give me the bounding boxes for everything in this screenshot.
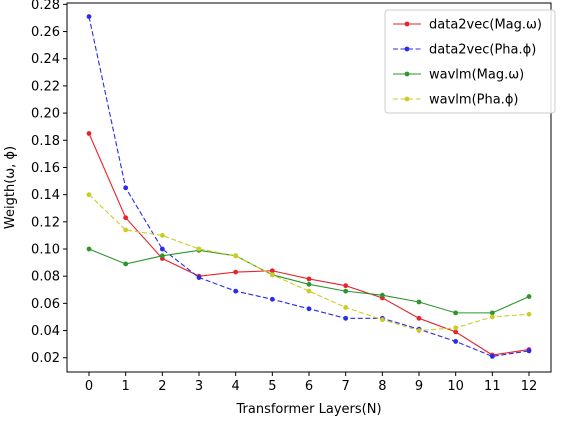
data-point [233, 269, 239, 275]
data-point [123, 261, 129, 267]
x-tick-label: 1 [122, 379, 130, 394]
y-tick-label: 0.02 [31, 351, 60, 366]
data-point [379, 292, 385, 298]
legend-swatch-marker [404, 71, 410, 77]
series-0 [86, 131, 532, 358]
data-point [86, 131, 92, 136]
data-point [343, 305, 349, 310]
legend-swatch-marker [404, 46, 410, 52]
data-point [123, 227, 129, 233]
data-point [123, 215, 129, 221]
legend-label: data2vec(Pha.ϕ) [429, 43, 536, 58]
data-point [123, 185, 129, 191]
data-point [233, 288, 239, 294]
data-point [416, 315, 422, 321]
x-tick-label: 3 [195, 379, 203, 394]
data-point [269, 268, 275, 274]
data-point [489, 310, 495, 316]
x-tick-label: 9 [415, 379, 423, 394]
y-tick-label: 0.28 [31, 0, 60, 13]
x-tick-label: 4 [232, 379, 240, 394]
data-point [86, 192, 92, 198]
legend-swatch-marker [404, 21, 410, 27]
data-point [196, 246, 202, 252]
y-tick-label: 0.14 [31, 188, 60, 203]
data-point [489, 314, 495, 320]
data-point [343, 288, 349, 294]
series-layer [86, 14, 532, 359]
data-point [233, 253, 239, 259]
x-tick-label: 11 [484, 379, 501, 394]
data-point [343, 315, 349, 321]
data-point [379, 317, 385, 323]
data-point [196, 275, 202, 280]
legend: data2vec(Mag.ω) data2vec(Pha.ϕ) wavlm(Mag.… [384, 9, 556, 114]
data-point [306, 288, 312, 294]
legend-box [384, 9, 556, 114]
legend-swatch-marker [404, 96, 410, 102]
y-tick-label: 0.20 [31, 107, 60, 122]
x-tick-label: 5 [268, 379, 276, 394]
x-axis-label: Transformer Layers(N) [235, 402, 381, 417]
y-tick-label: 0.10 [31, 243, 60, 258]
legend-label: wavlm(Mag.ω) [429, 68, 524, 83]
legend-item: wavlm(Mag.ω) [393, 68, 524, 83]
y-tick-label: 0.26 [31, 25, 60, 40]
data-point [159, 233, 165, 238]
data-point [489, 353, 495, 359]
y-tick-label: 0.22 [31, 79, 60, 94]
series-3 [86, 192, 532, 333]
data-point [453, 339, 459, 344]
data-point [526, 348, 532, 354]
x-tick-label: 7 [342, 379, 350, 394]
data-point [86, 14, 92, 19]
data-point [159, 253, 165, 259]
y-tick-label: 0.18 [31, 134, 60, 149]
data-point [453, 310, 459, 316]
x-tick-label: 0 [85, 379, 93, 394]
data-point [416, 328, 422, 333]
y-tick-label: 0.24 [31, 52, 60, 67]
y-tick-label: 0.04 [31, 324, 60, 339]
x-tick-label: 10 [447, 379, 464, 394]
y-tick-label: 0.16 [31, 161, 60, 176]
data-point [86, 246, 92, 252]
data-point [306, 281, 312, 287]
data-point [269, 296, 275, 302]
x-tick-label: 2 [158, 379, 166, 394]
y-tick-label: 0.12 [31, 215, 60, 230]
y-tick-label: 0.08 [31, 270, 60, 285]
legend-item: wavlm(Pha.ϕ) [393, 93, 518, 108]
data-point [526, 294, 532, 299]
data-point [269, 272, 275, 278]
x-tick-label: 8 [378, 379, 386, 394]
legend-item: data2vec(Pha.ϕ) [393, 43, 536, 58]
legend-item: data2vec(Mag.ω) [393, 18, 542, 33]
x-tick-label: 12 [521, 379, 538, 394]
data-point [416, 299, 422, 305]
legend-label: wavlm(Pha.ϕ) [429, 93, 518, 108]
y-axis-label: Weigth(ω, ϕ) [3, 146, 18, 229]
x-axis-ticks: 0 1 2 3 4 5 6 7 8 9 10 11 12 [85, 372, 537, 394]
y-axis-ticks: 0.02 0.04 0.06 0.08 0.10 0.12 0.14 0.16 0.18 0.20… [31, 0, 67, 366]
data-point [306, 276, 312, 282]
data-point [306, 306, 312, 312]
data-point [526, 311, 532, 317]
y-tick-label: 0.06 [31, 297, 60, 312]
data-point [453, 329, 459, 335]
data-point [453, 325, 459, 331]
x-tick-label: 6 [305, 379, 313, 394]
data-point [343, 283, 349, 289]
legend-label: data2vec(Mag.ω) [429, 18, 542, 33]
data-point [159, 246, 165, 252]
